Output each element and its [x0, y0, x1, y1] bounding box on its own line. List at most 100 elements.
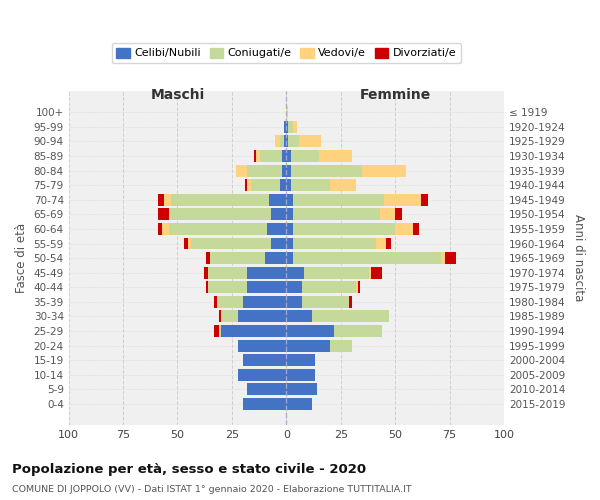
Bar: [313, 310, 389, 322]
Legend: Celibi/Nubili, Coniugati/e, Vedovi/e, Divorziati/e: Celibi/Nubili, Coniugati/e, Vedovi/e, Di…: [112, 43, 461, 63]
Bar: [171, 194, 269, 205]
Bar: [286, 369, 314, 381]
Bar: [286, 310, 313, 322]
Bar: [380, 208, 395, 220]
Bar: [247, 179, 251, 191]
Bar: [275, 136, 280, 147]
Bar: [158, 194, 164, 205]
Bar: [271, 238, 286, 250]
Bar: [286, 121, 289, 133]
Bar: [445, 252, 456, 264]
Bar: [217, 296, 243, 308]
Bar: [371, 266, 382, 278]
Bar: [293, 223, 395, 235]
Bar: [286, 266, 304, 278]
Bar: [421, 194, 428, 205]
Bar: [251, 179, 280, 191]
Bar: [238, 340, 286, 351]
Bar: [280, 179, 286, 191]
Bar: [304, 266, 369, 278]
Text: Maschi: Maschi: [151, 88, 205, 102]
Bar: [362, 164, 406, 176]
Bar: [395, 223, 413, 235]
Bar: [290, 150, 319, 162]
Bar: [219, 310, 221, 322]
Bar: [247, 282, 286, 293]
Bar: [243, 296, 286, 308]
Bar: [247, 164, 282, 176]
Bar: [330, 179, 356, 191]
Bar: [302, 296, 349, 308]
Bar: [169, 208, 271, 220]
Bar: [286, 398, 313, 410]
Bar: [208, 266, 247, 278]
Bar: [284, 136, 286, 147]
Bar: [293, 238, 376, 250]
Bar: [286, 223, 293, 235]
Bar: [384, 194, 421, 205]
Bar: [286, 150, 290, 162]
Bar: [162, 223, 169, 235]
Bar: [293, 252, 441, 264]
Bar: [286, 296, 302, 308]
Bar: [280, 136, 284, 147]
Text: COMUNE DI JOPPOLO (VV) - Dati ISTAT 1° gennaio 2020 - Elaborazione TUTTITALIA.IT: COMUNE DI JOPPOLO (VV) - Dati ISTAT 1° g…: [12, 486, 412, 494]
Text: Popolazione per età, sesso e stato civile - 2020: Popolazione per età, sesso e stato civil…: [12, 462, 366, 475]
Bar: [286, 194, 293, 205]
Bar: [191, 238, 271, 250]
Bar: [290, 164, 362, 176]
Bar: [376, 238, 386, 250]
Bar: [267, 223, 286, 235]
Text: Femmine: Femmine: [359, 88, 431, 102]
Bar: [245, 179, 247, 191]
Bar: [395, 208, 401, 220]
Bar: [293, 208, 380, 220]
Bar: [214, 325, 219, 337]
Bar: [256, 150, 260, 162]
Bar: [247, 266, 286, 278]
Bar: [293, 121, 297, 133]
Bar: [286, 252, 293, 264]
Bar: [184, 238, 188, 250]
Bar: [282, 150, 286, 162]
Bar: [206, 282, 208, 293]
Bar: [330, 340, 352, 351]
Bar: [221, 310, 238, 322]
Bar: [286, 325, 334, 337]
Bar: [169, 223, 267, 235]
Bar: [269, 194, 286, 205]
Bar: [286, 340, 330, 351]
Bar: [299, 136, 321, 147]
Bar: [289, 136, 299, 147]
Bar: [302, 282, 356, 293]
Bar: [284, 121, 286, 133]
Bar: [265, 252, 286, 264]
Bar: [243, 354, 286, 366]
Bar: [260, 150, 282, 162]
Bar: [386, 238, 391, 250]
Bar: [286, 208, 293, 220]
Bar: [236, 164, 247, 176]
Bar: [243, 398, 286, 410]
Bar: [441, 252, 445, 264]
Bar: [164, 194, 171, 205]
Bar: [286, 238, 293, 250]
Bar: [188, 238, 191, 250]
Bar: [290, 179, 330, 191]
Bar: [286, 384, 317, 396]
Bar: [206, 252, 210, 264]
Bar: [219, 325, 221, 337]
Bar: [286, 106, 289, 118]
Bar: [221, 325, 286, 337]
Bar: [247, 384, 286, 396]
Bar: [286, 282, 302, 293]
Bar: [293, 194, 384, 205]
Bar: [413, 223, 419, 235]
Bar: [286, 354, 314, 366]
Bar: [358, 282, 361, 293]
Bar: [203, 266, 208, 278]
Bar: [210, 252, 265, 264]
Bar: [238, 310, 286, 322]
Y-axis label: Anni di nascita: Anni di nascita: [572, 214, 585, 302]
Bar: [319, 150, 352, 162]
